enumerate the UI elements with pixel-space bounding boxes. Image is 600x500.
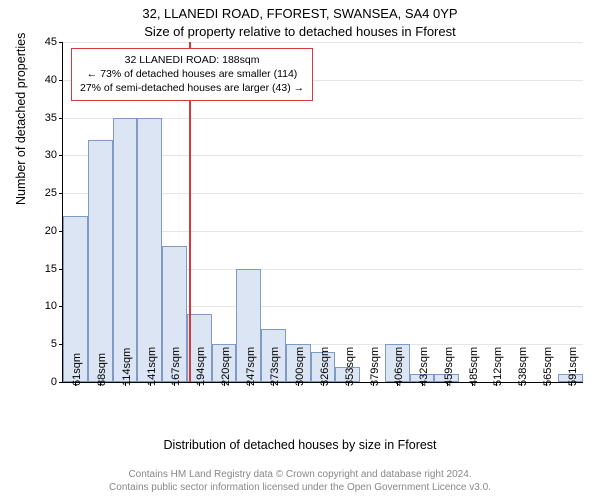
footer-line2: Contains public sector information licen… xyxy=(109,482,491,493)
ytick-label: 40 xyxy=(45,74,57,86)
xtick-label: 247sqm xyxy=(245,347,257,386)
chart-title-desc: Size of property relative to detached ho… xyxy=(0,24,600,39)
plot-area: 05101520253035404561sqm88sqm114sqm141sqm… xyxy=(62,42,583,383)
x-axis-label: Distribution of detached houses by size … xyxy=(0,438,600,452)
chart-title-address: 32, LLANEDI ROAD, FFOREST, SWANSEA, SA4 … xyxy=(0,6,600,21)
ytick-label: 35 xyxy=(45,112,57,124)
xtick-label: 114sqm xyxy=(121,348,133,386)
footer-attribution: Contains HM Land Registry data © Crown c… xyxy=(0,468,600,494)
ytick-label: 30 xyxy=(45,149,57,161)
xtick-label: 538sqm xyxy=(517,347,529,386)
annotation-line: 27% of semi-detached houses are larger (… xyxy=(80,81,304,95)
y-axis-label: Number of detached properties xyxy=(14,33,28,205)
xtick-label: 273sqm xyxy=(269,347,281,386)
ytick-mark xyxy=(59,155,63,156)
xtick-label: 326sqm xyxy=(319,347,331,386)
xtick-label: 565sqm xyxy=(542,347,554,386)
footer-line1: Contains HM Land Registry data © Crown c… xyxy=(128,469,471,480)
grid-line xyxy=(63,42,583,43)
ytick-mark xyxy=(59,193,63,194)
xtick-label: 167sqm xyxy=(170,347,182,386)
xtick-label: 432sqm xyxy=(418,347,430,386)
xtick-label: 485sqm xyxy=(468,347,480,386)
xtick-label: 591sqm xyxy=(567,347,579,386)
ytick-mark xyxy=(59,80,63,81)
histogram-bar xyxy=(137,118,162,382)
xtick-label: 88sqm xyxy=(96,353,108,386)
ytick-mark xyxy=(59,118,63,119)
xtick-label: 353sqm xyxy=(344,347,356,386)
ytick-label: 5 xyxy=(51,338,57,350)
ytick-label: 45 xyxy=(45,36,57,48)
xtick-label: 459sqm xyxy=(443,347,455,386)
xtick-label: 220sqm xyxy=(220,347,232,386)
annotation-box: 32 LLANEDI ROAD: 188sqm← 73% of detached… xyxy=(71,48,313,101)
annotation-line: ← 73% of detached houses are smaller (11… xyxy=(80,67,304,81)
xtick-label: 300sqm xyxy=(294,347,306,386)
histogram-bar xyxy=(113,118,138,382)
ytick-label: 15 xyxy=(45,263,57,275)
xtick-label: 61sqm xyxy=(71,353,83,386)
ytick-label: 10 xyxy=(45,300,57,312)
annotation-line: 32 LLANEDI ROAD: 188sqm xyxy=(80,53,304,67)
histogram-bar xyxy=(88,140,113,382)
ytick-label: 0 xyxy=(51,376,57,388)
xtick-label: 141sqm xyxy=(146,347,158,386)
chart-container: 32, LLANEDI ROAD, FFOREST, SWANSEA, SA4 … xyxy=(0,0,600,500)
xtick-label: 194sqm xyxy=(195,347,207,386)
ytick-label: 20 xyxy=(45,225,57,237)
ytick-label: 25 xyxy=(45,187,57,199)
xtick-label: 406sqm xyxy=(393,347,405,386)
xtick-label: 512sqm xyxy=(492,347,504,386)
ytick-mark xyxy=(59,42,63,43)
xtick-label: 379sqm xyxy=(369,347,381,386)
ytick-mark xyxy=(59,382,63,383)
